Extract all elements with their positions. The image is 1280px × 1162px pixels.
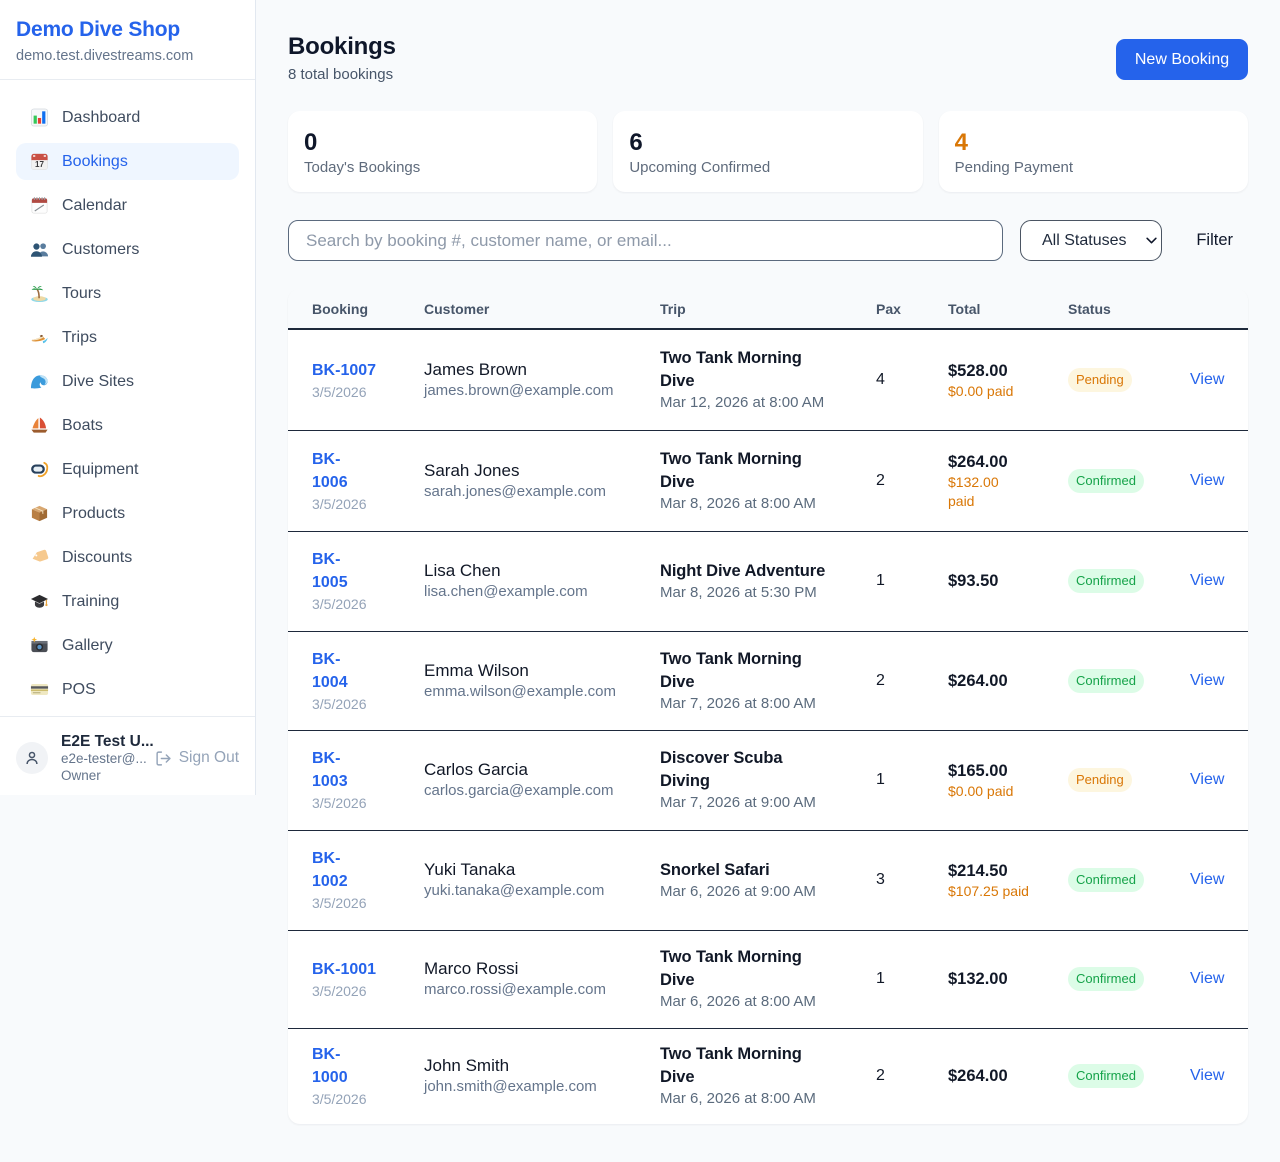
svg-text:17: 17 xyxy=(35,160,44,169)
